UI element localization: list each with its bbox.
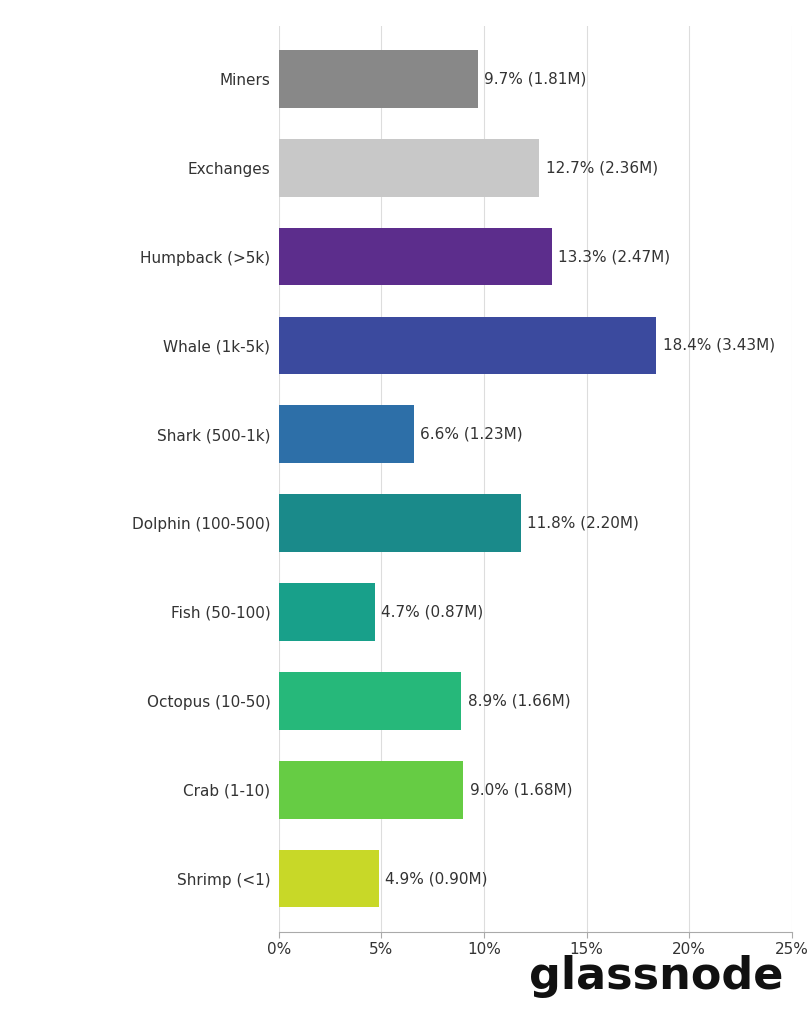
Text: 11.8% (2.20M): 11.8% (2.20M) bbox=[527, 516, 639, 530]
Text: 6.6% (1.23M): 6.6% (1.23M) bbox=[420, 427, 523, 441]
Text: 18.4% (3.43M): 18.4% (3.43M) bbox=[663, 338, 775, 353]
Bar bbox=[279, 139, 540, 197]
Text: 9.7% (1.81M): 9.7% (1.81M) bbox=[484, 72, 587, 86]
Text: 12.7% (2.36M): 12.7% (2.36M) bbox=[545, 160, 658, 175]
Text: 4.7% (0.87M): 4.7% (0.87M) bbox=[381, 604, 484, 620]
Text: 8.9% (1.66M): 8.9% (1.66M) bbox=[468, 693, 570, 709]
Text: 13.3% (2.47M): 13.3% (2.47M) bbox=[558, 249, 670, 264]
Bar bbox=[279, 50, 478, 108]
Text: 4.9% (0.90M): 4.9% (0.90M) bbox=[385, 871, 488, 886]
Text: glassnode: glassnode bbox=[529, 955, 784, 998]
Bar bbox=[279, 495, 521, 552]
Bar bbox=[279, 583, 375, 641]
Bar bbox=[279, 316, 656, 375]
Bar bbox=[279, 761, 464, 818]
Bar bbox=[279, 672, 461, 730]
Text: 9.0% (1.68M): 9.0% (1.68M) bbox=[469, 782, 572, 798]
Bar bbox=[279, 850, 379, 907]
Bar bbox=[279, 406, 415, 463]
Bar bbox=[279, 227, 552, 286]
